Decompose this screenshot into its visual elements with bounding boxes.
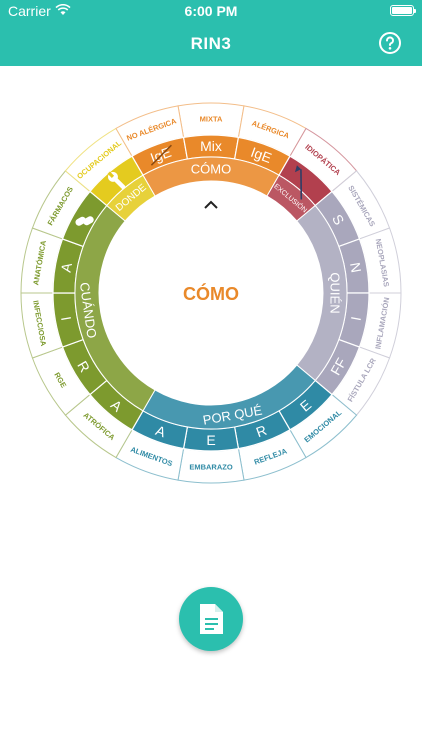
ige-slash [150,144,172,166]
mid-label-cuando_a2: A [58,261,75,274]
wifi-icon [55,4,71,15]
wrench-icon [107,171,126,190]
nav-bar: RIN3 [0,22,422,66]
page-title: RIN3 [190,34,232,53]
chevron-up-icon[interactable] [204,200,218,209]
carrier-label: Carrier [8,3,51,19]
outer-label-mixta: MIXTA [200,115,223,124]
inner-label-quien: QUIÉN [328,272,343,313]
wheel-diagram: CÓMO MIXTA ALÉRGICAIDIOPÁTICASISTÉMICASNE… [20,102,402,484]
document-icon [200,604,223,634]
pills-icon [75,216,94,226]
status-bar: Carrier 6:00 PM [0,0,422,22]
mid-label-como_mix: Mix [200,138,222,154]
center-label: CÓMO [183,283,239,304]
mid-label-porque_e2: E [206,432,215,448]
mid-label-quien_ff: FF [327,355,349,378]
report-button[interactable] [179,587,243,651]
clock: 6:00 PM [184,3,238,19]
mid-label-quien_i: I [348,315,364,322]
battery-icon [390,5,416,16]
wheel-center[interactable] [99,181,323,405]
exclusion-arrowhead-icon [294,165,301,173]
question-circle-icon[interactable] [378,31,402,55]
inner-ring-donde[interactable] [106,174,156,222]
mid-label-cuando_i: I [58,315,74,322]
outer-label-embarazo: EMBARAZO [189,463,232,472]
inner-label-como: CÓMO [191,162,231,177]
mid-label-quien_n: N [347,261,365,274]
mid-label-como_ige: IgE [249,144,274,166]
